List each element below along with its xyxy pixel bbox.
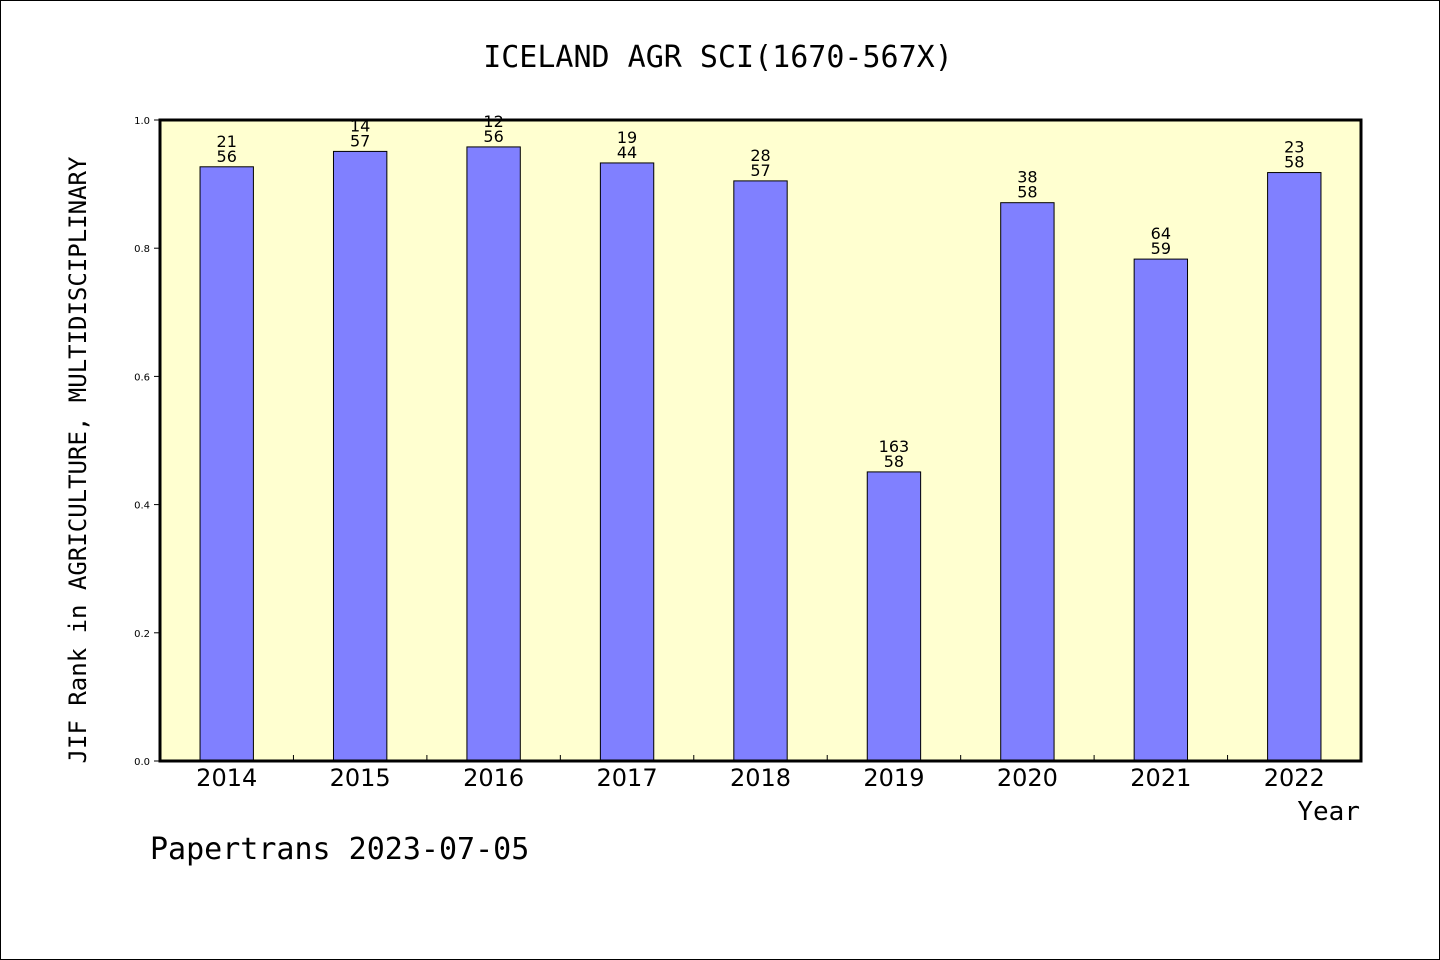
- bar-label-rank: 163: [879, 437, 910, 456]
- bar-label-total: 58: [884, 452, 904, 471]
- x-tick-label: 2014: [196, 764, 257, 792]
- y-axis-label: JIF Rank in AGRICULTURE, MULTIDISCIPLINA…: [64, 156, 92, 763]
- bar: [599, 162, 655, 762]
- x-tick-label: 2018: [730, 764, 791, 792]
- bar-label-total: 56: [483, 127, 503, 146]
- y-tick-label: 0.8: [134, 244, 150, 255]
- x-axis: 2014 2015 2016 2017 2018 2019 2020 2021 2022: [196, 755, 1325, 792]
- footer-credit: Papertrans 2023-07-05: [150, 832, 530, 867]
- bar-label-total: 57: [750, 161, 770, 180]
- bar: [1000, 202, 1055, 762]
- bar-label-rank: 38: [1017, 168, 1037, 187]
- x-tick-label: 2019: [863, 764, 924, 792]
- bar: [332, 150, 388, 762]
- y-tick-label: 0.0: [134, 757, 150, 768]
- bar-label-rank: 21: [217, 132, 237, 151]
- y-tick-label: 0.2: [134, 629, 150, 640]
- y-tick-label: 0.4: [134, 501, 150, 512]
- bar-label-rank: 28: [750, 146, 770, 165]
- y-tick-label: 0.6: [134, 372, 150, 383]
- x-axis-label: Year: [1297, 797, 1360, 827]
- x-tick-label: 2016: [463, 764, 524, 792]
- x-tick-label: 2021: [1130, 764, 1191, 792]
- bar: [199, 166, 254, 762]
- x-tick-label: 2015: [330, 764, 391, 792]
- bar-label-total: 59: [1151, 239, 1171, 258]
- bar-series: [199, 146, 1322, 762]
- bar: [1133, 258, 1189, 762]
- plot-border: [158, 118, 1363, 763]
- x-tick-label: 2022: [1264, 764, 1325, 792]
- bar-label-total: 58: [1017, 183, 1037, 202]
- bar: [1267, 172, 1322, 762]
- bar-label-rank: 19: [617, 128, 637, 147]
- bar: [866, 471, 922, 762]
- bar: [733, 180, 788, 762]
- bar-label-rank: 64: [1151, 224, 1171, 243]
- x-tick-label: 2017: [597, 764, 658, 792]
- bar: [466, 146, 521, 762]
- bar-label-rank: 23: [1284, 138, 1304, 157]
- bar-label-total: 58: [1284, 153, 1304, 172]
- y-axis: 0.0 0.2 0.4 0.6 0.8 1.0: [134, 116, 160, 768]
- x-tick-label: 2020: [997, 764, 1058, 792]
- bar-label-total: 44: [617, 143, 637, 162]
- bar-label-total: 57: [350, 131, 370, 150]
- chart-title: ICELAND AGR SCI(1670-567X): [483, 40, 953, 75]
- bar-label-total: 56: [217, 147, 237, 166]
- y-tick-label: 1.0: [134, 116, 150, 127]
